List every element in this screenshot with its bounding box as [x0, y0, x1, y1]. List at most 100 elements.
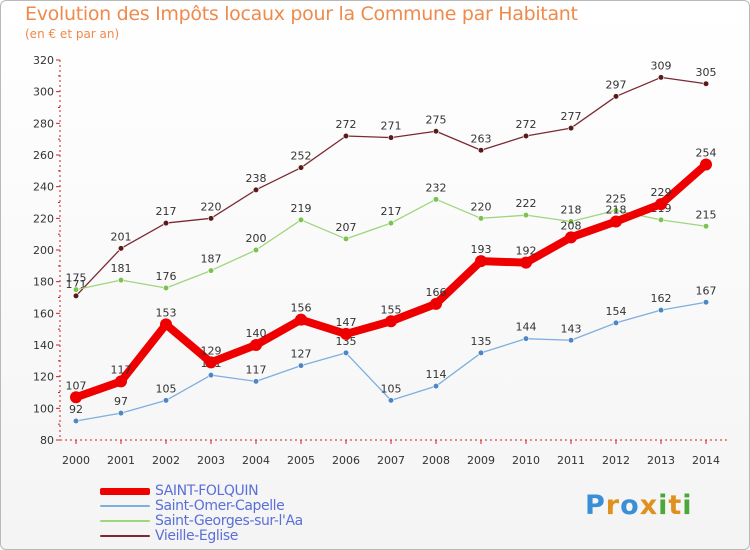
data-label-saint-omer-capelle: 92 [69, 403, 83, 416]
data-point-saint-georges-sur-l-aa [477, 215, 485, 222]
data-point-vieille-eglise [72, 292, 80, 300]
data-point-vieille-eglise [567, 124, 575, 132]
data-label-saint-georges-sur-l-aa: 181 [111, 262, 132, 275]
data-point-saint-omer-capelle [387, 397, 395, 404]
data-label-saint-omer-capelle: 162 [651, 292, 672, 305]
data-label-vieille-eglise: 217 [156, 205, 177, 218]
data-label-saint-omer-capelle: 105 [381, 382, 402, 395]
data-point-vieille-eglise [117, 245, 125, 252]
legend-label: Vieille-Eglise [155, 528, 238, 544]
data-point-saint-omer-capelle [657, 307, 665, 314]
x-tick-label: 2007 [377, 454, 405, 467]
logo-letter: o [620, 490, 640, 521]
data-point-saint-omer-capelle [162, 397, 170, 404]
y-tick-label: 160 [33, 307, 54, 320]
data-label-saint-folquin: 129 [201, 344, 222, 357]
data-point-vieille-eglise [387, 134, 395, 141]
data-label-saint-omer-capelle: 154 [606, 305, 627, 318]
data-label-saint-folquin: 229 [651, 186, 672, 199]
data-label-saint-folquin: 117 [111, 363, 132, 376]
data-point-saint-georges-sur-l-aa [567, 218, 575, 225]
logo-letter: i [658, 490, 669, 521]
data-point-vieille-eglise [477, 147, 485, 154]
data-point-saint-georges-sur-l-aa [432, 196, 440, 203]
data-point-saint-omer-capelle [297, 362, 305, 369]
data-point-saint-georges-sur-l-aa [342, 235, 350, 243]
data-label-vieille-eglise: 220 [201, 200, 222, 213]
proxiti-logo: Proxiti [585, 490, 693, 521]
data-label-vieille-eglise: 252 [291, 150, 312, 163]
x-tick-label: 2008 [422, 454, 450, 467]
data-point-saint-georges-sur-l-aa [162, 284, 170, 292]
data-label-saint-omer-capelle: 117 [246, 363, 267, 376]
x-tick-label: 2009 [467, 454, 495, 467]
data-label-saint-georges-sur-l-aa: 220 [471, 200, 492, 213]
y-tick-label: 240 [33, 181, 54, 194]
data-point-saint-folquin [700, 158, 712, 171]
legend-label: SAINT-FOLQUIN [155, 483, 259, 499]
data-label-saint-omer-capelle: 135 [471, 335, 492, 348]
data-label-saint-georges-sur-l-aa: 200 [246, 232, 267, 245]
data-label-vieille-eglise: 263 [471, 132, 492, 145]
data-point-saint-folquin [295, 313, 307, 326]
data-point-vieille-eglise [207, 215, 215, 222]
data-point-saint-folquin [250, 339, 262, 351]
data-point-saint-omer-capelle [72, 417, 80, 425]
data-point-vieille-eglise [297, 164, 305, 171]
y-tick-label: 280 [33, 117, 54, 130]
y-tick-label: 180 [33, 276, 54, 289]
data-point-saint-folquin [430, 297, 442, 310]
data-label-saint-omer-capelle: 114 [426, 368, 447, 381]
data-label-saint-omer-capelle: 167 [696, 284, 717, 297]
data-label-vieille-eglise: 272 [336, 118, 357, 131]
y-tick-label: 320 [33, 54, 54, 67]
data-point-saint-georges-sur-l-aa [117, 276, 125, 284]
y-tick-label: 260 [33, 149, 54, 162]
legend-label: Saint-Georges-sur-l'Aa [155, 513, 303, 529]
data-label-saint-omer-capelle: 143 [561, 322, 582, 335]
data-label-saint-georges-sur-l-aa: 217 [381, 205, 402, 218]
data-label-saint-georges-sur-l-aa: 225 [606, 192, 627, 205]
data-label-saint-folquin: 156 [291, 302, 312, 315]
data-label-saint-folquin: 140 [246, 327, 267, 340]
x-tick-label: 2013 [647, 454, 675, 467]
data-point-saint-omer-capelle [117, 409, 125, 417]
legend-swatch [100, 505, 150, 507]
x-tick-label: 2011 [557, 454, 585, 467]
data-point-saint-georges-sur-l-aa [657, 216, 665, 224]
data-label-saint-omer-capelle: 135 [336, 335, 357, 348]
data-point-vieille-eglise [342, 132, 350, 140]
data-point-saint-omer-capelle [477, 349, 485, 357]
data-label-saint-omer-capelle: 127 [291, 348, 312, 361]
data-label-saint-omer-capelle: 105 [156, 382, 177, 395]
series-line-vieille-eglise [75, 76, 707, 297]
data-label-saint-georges-sur-l-aa: 175 [66, 272, 87, 285]
data-point-saint-folquin [565, 231, 577, 244]
data-point-saint-folquin [115, 375, 127, 388]
data-point-saint-folquin [520, 256, 532, 269]
data-label-saint-georges-sur-l-aa: 187 [201, 253, 222, 266]
data-point-saint-georges-sur-l-aa [72, 286, 80, 293]
data-point-saint-omer-capelle [522, 335, 530, 342]
y-tick-label: 100 [33, 402, 54, 415]
data-label-saint-georges-sur-l-aa: 222 [516, 197, 537, 210]
y-tick-label: 300 [33, 86, 54, 99]
data-label-saint-folquin: 155 [381, 303, 402, 316]
data-point-vieille-eglise [432, 128, 440, 135]
data-label-vieille-eglise: 171 [66, 278, 87, 291]
data-point-saint-omer-capelle [207, 371, 215, 379]
legend-swatch [100, 535, 150, 537]
data-point-vieille-eglise [162, 219, 170, 227]
chart-subtitle: (en € et par an) [25, 27, 120, 41]
data-point-saint-georges-sur-l-aa [702, 223, 710, 230]
data-point-vieille-eglise [612, 93, 620, 100]
data-label-saint-omer-capelle: 97 [114, 395, 128, 408]
data-label-saint-folquin: 166 [426, 286, 447, 299]
data-point-saint-georges-sur-l-aa [612, 207, 620, 214]
data-label-vieille-eglise: 297 [606, 78, 627, 91]
data-point-saint-omer-capelle [342, 349, 350, 357]
data-point-saint-georges-sur-l-aa [207, 267, 215, 274]
data-point-saint-folquin [205, 356, 217, 369]
data-point-saint-folquin [610, 215, 622, 228]
